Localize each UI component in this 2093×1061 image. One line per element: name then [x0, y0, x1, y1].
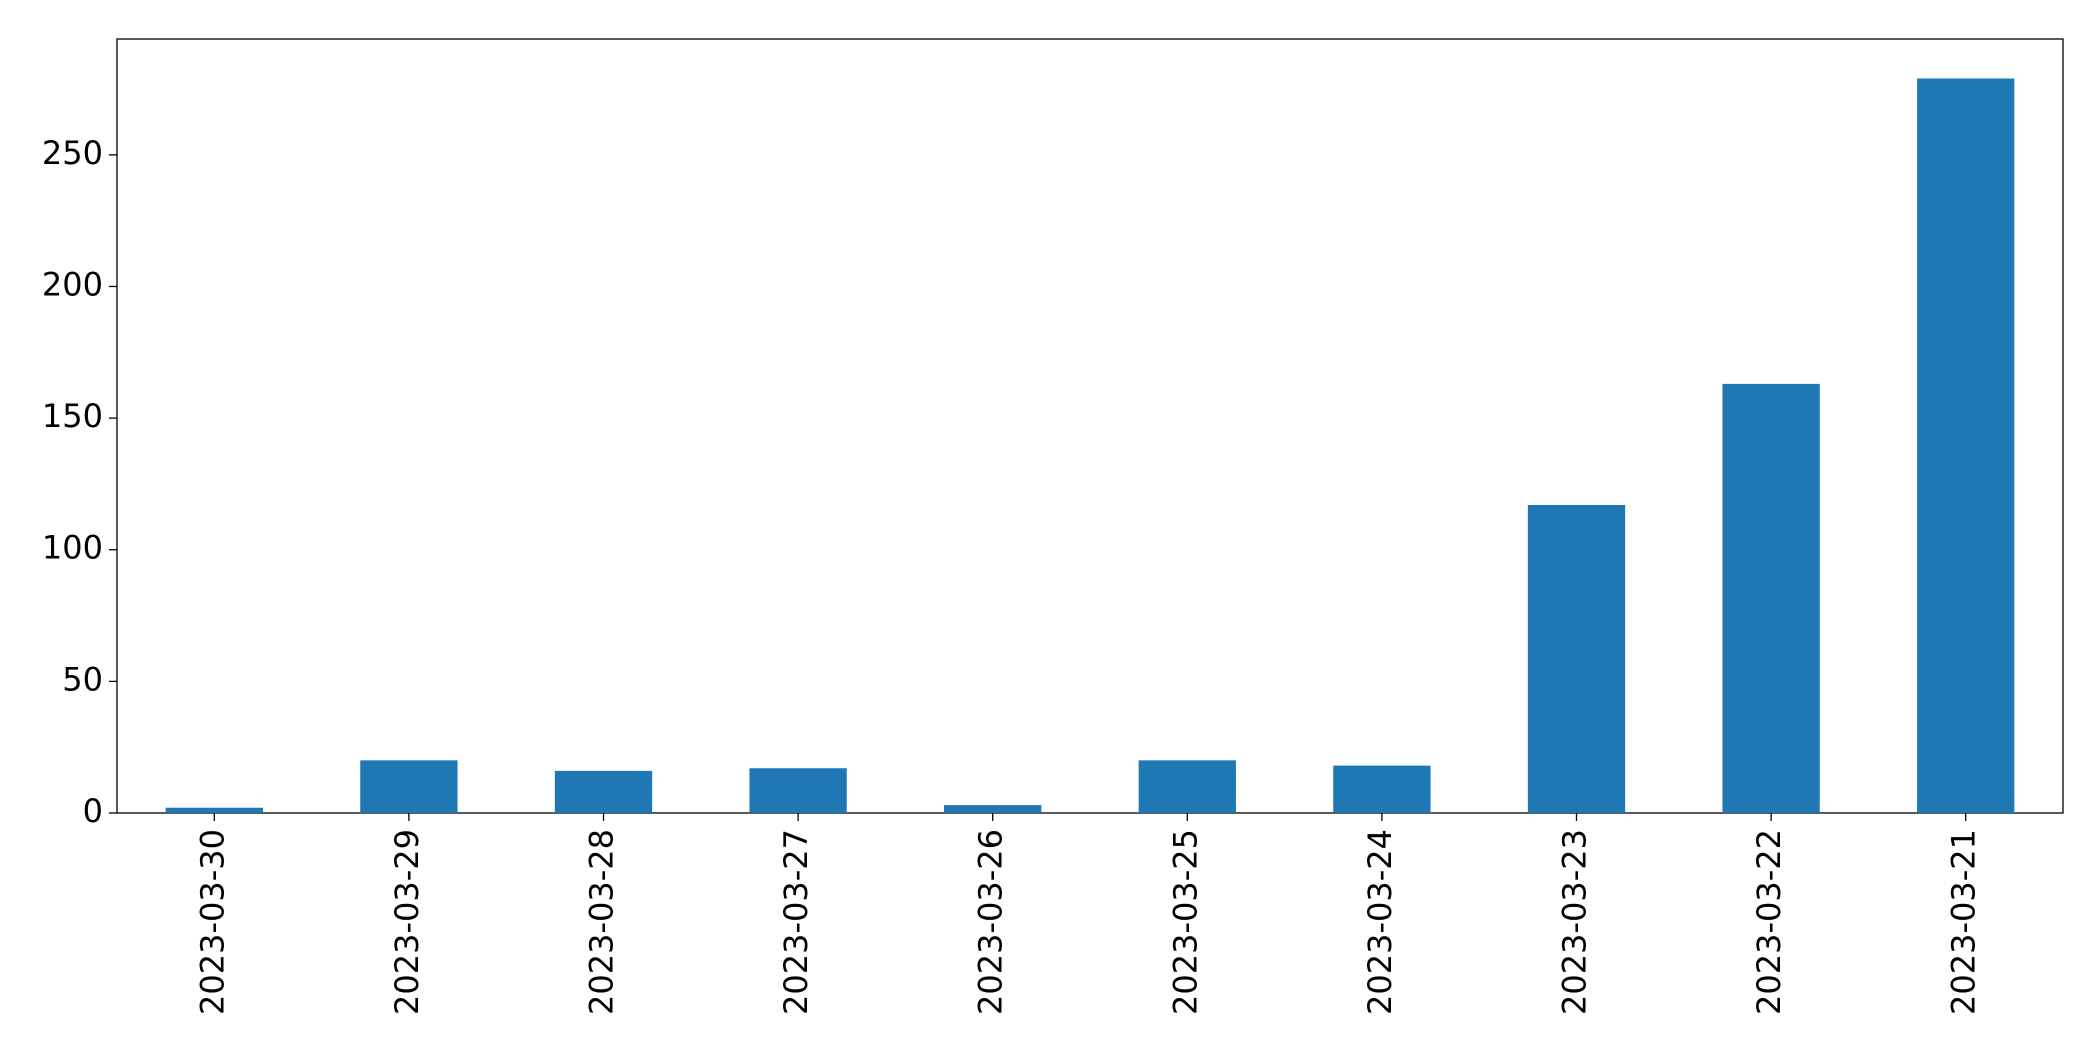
bar	[1138, 760, 1236, 813]
bar	[944, 805, 1042, 813]
bar	[1917, 78, 2015, 813]
y-tick-label: 150	[42, 397, 103, 435]
bar	[554, 770, 653, 813]
bar	[1527, 504, 1626, 813]
x-tick-label: 2023-03-23	[1556, 829, 1594, 1015]
x-tick-label: 2023-03-26	[972, 829, 1010, 1015]
x-tick-label: 2023-03-28	[583, 829, 621, 1015]
x-tick-label: 2023-03-21	[1945, 829, 1983, 1015]
bar	[1722, 383, 1820, 813]
y-tick-label: 0	[83, 792, 103, 830]
x-tick-label: 2023-03-30	[193, 829, 231, 1015]
bar	[1333, 765, 1431, 813]
bar	[165, 807, 263, 813]
bar	[360, 760, 458, 813]
x-tick-label: 2023-03-29	[388, 829, 426, 1015]
y-tick-label: 200	[42, 265, 103, 303]
y-tick-label: 50	[62, 660, 103, 698]
x-tick-label: 2023-03-24	[1361, 829, 1399, 1015]
y-tick-label: 100	[42, 529, 103, 567]
y-tick-label: 250	[42, 134, 103, 172]
plot-frame	[116, 38, 2064, 814]
x-tick-label: 2023-03-22	[1750, 829, 1788, 1015]
x-tick-label: 2023-03-25	[1166, 829, 1204, 1015]
x-tick-label: 2023-03-27	[777, 829, 815, 1015]
bar	[749, 768, 847, 813]
